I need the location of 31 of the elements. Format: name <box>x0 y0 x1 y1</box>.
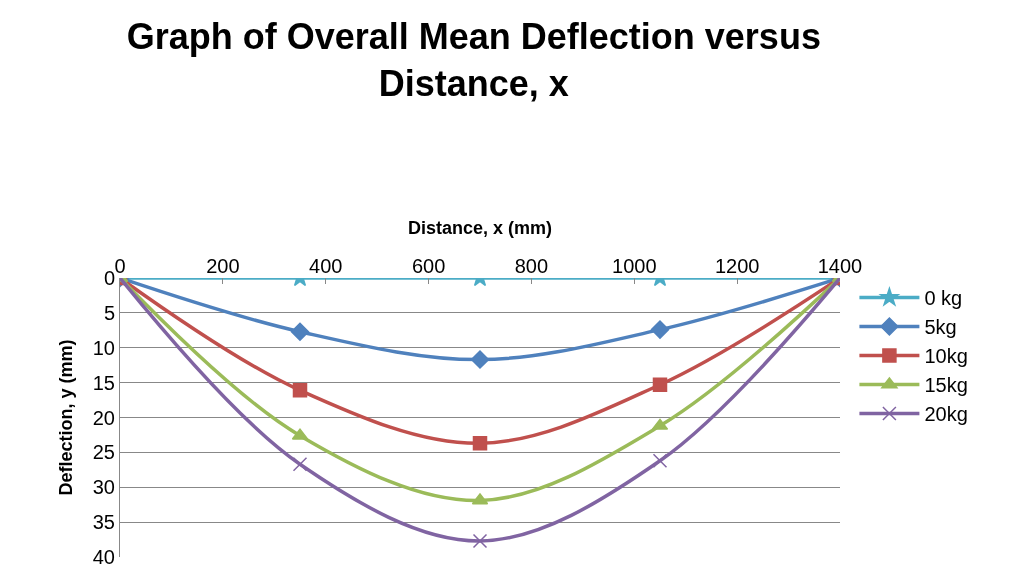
legend-label: 0 kg <box>924 287 963 310</box>
y-tick-label: 5 <box>103 301 115 324</box>
point <box>650 320 670 339</box>
legend-label: 15kg <box>924 374 968 397</box>
point <box>470 350 490 369</box>
legend-label: 5kg <box>924 316 957 339</box>
y-tick-label: 20 <box>92 406 115 429</box>
point <box>290 322 310 341</box>
y-tick-label: 25 <box>92 441 115 464</box>
x-tick-label: 1000 <box>612 255 657 277</box>
x-tick-label: 1400 <box>817 255 863 277</box>
point <box>292 456 308 472</box>
y-tick-label: 15 <box>92 371 115 394</box>
x-tick-label: 400 <box>309 255 343 277</box>
legend-label: 20kg <box>924 403 968 426</box>
point <box>292 383 308 398</box>
legend-label: 10kg <box>924 345 968 368</box>
x-tick-label: 600 <box>411 255 446 277</box>
chart-title: Graph of Overall Mean Deflection versus Distance, x <box>126 16 821 105</box>
x-tick-label: 1200 <box>714 255 760 277</box>
point <box>652 377 668 392</box>
y-tick-label: 30 <box>92 476 115 499</box>
y-axis-title: Deflection, y (mm) <box>55 339 76 496</box>
y-tick-label: 35 <box>92 511 115 534</box>
x-tick-label: 200 <box>206 255 240 277</box>
point <box>652 453 668 468</box>
x-axis-title: Distance, x (mm) <box>407 218 553 239</box>
y-tick-label: 10 <box>92 336 115 359</box>
y-tick-label: 40 <box>92 546 115 568</box>
point <box>472 436 488 451</box>
x-tick-label: 800 <box>514 255 549 277</box>
